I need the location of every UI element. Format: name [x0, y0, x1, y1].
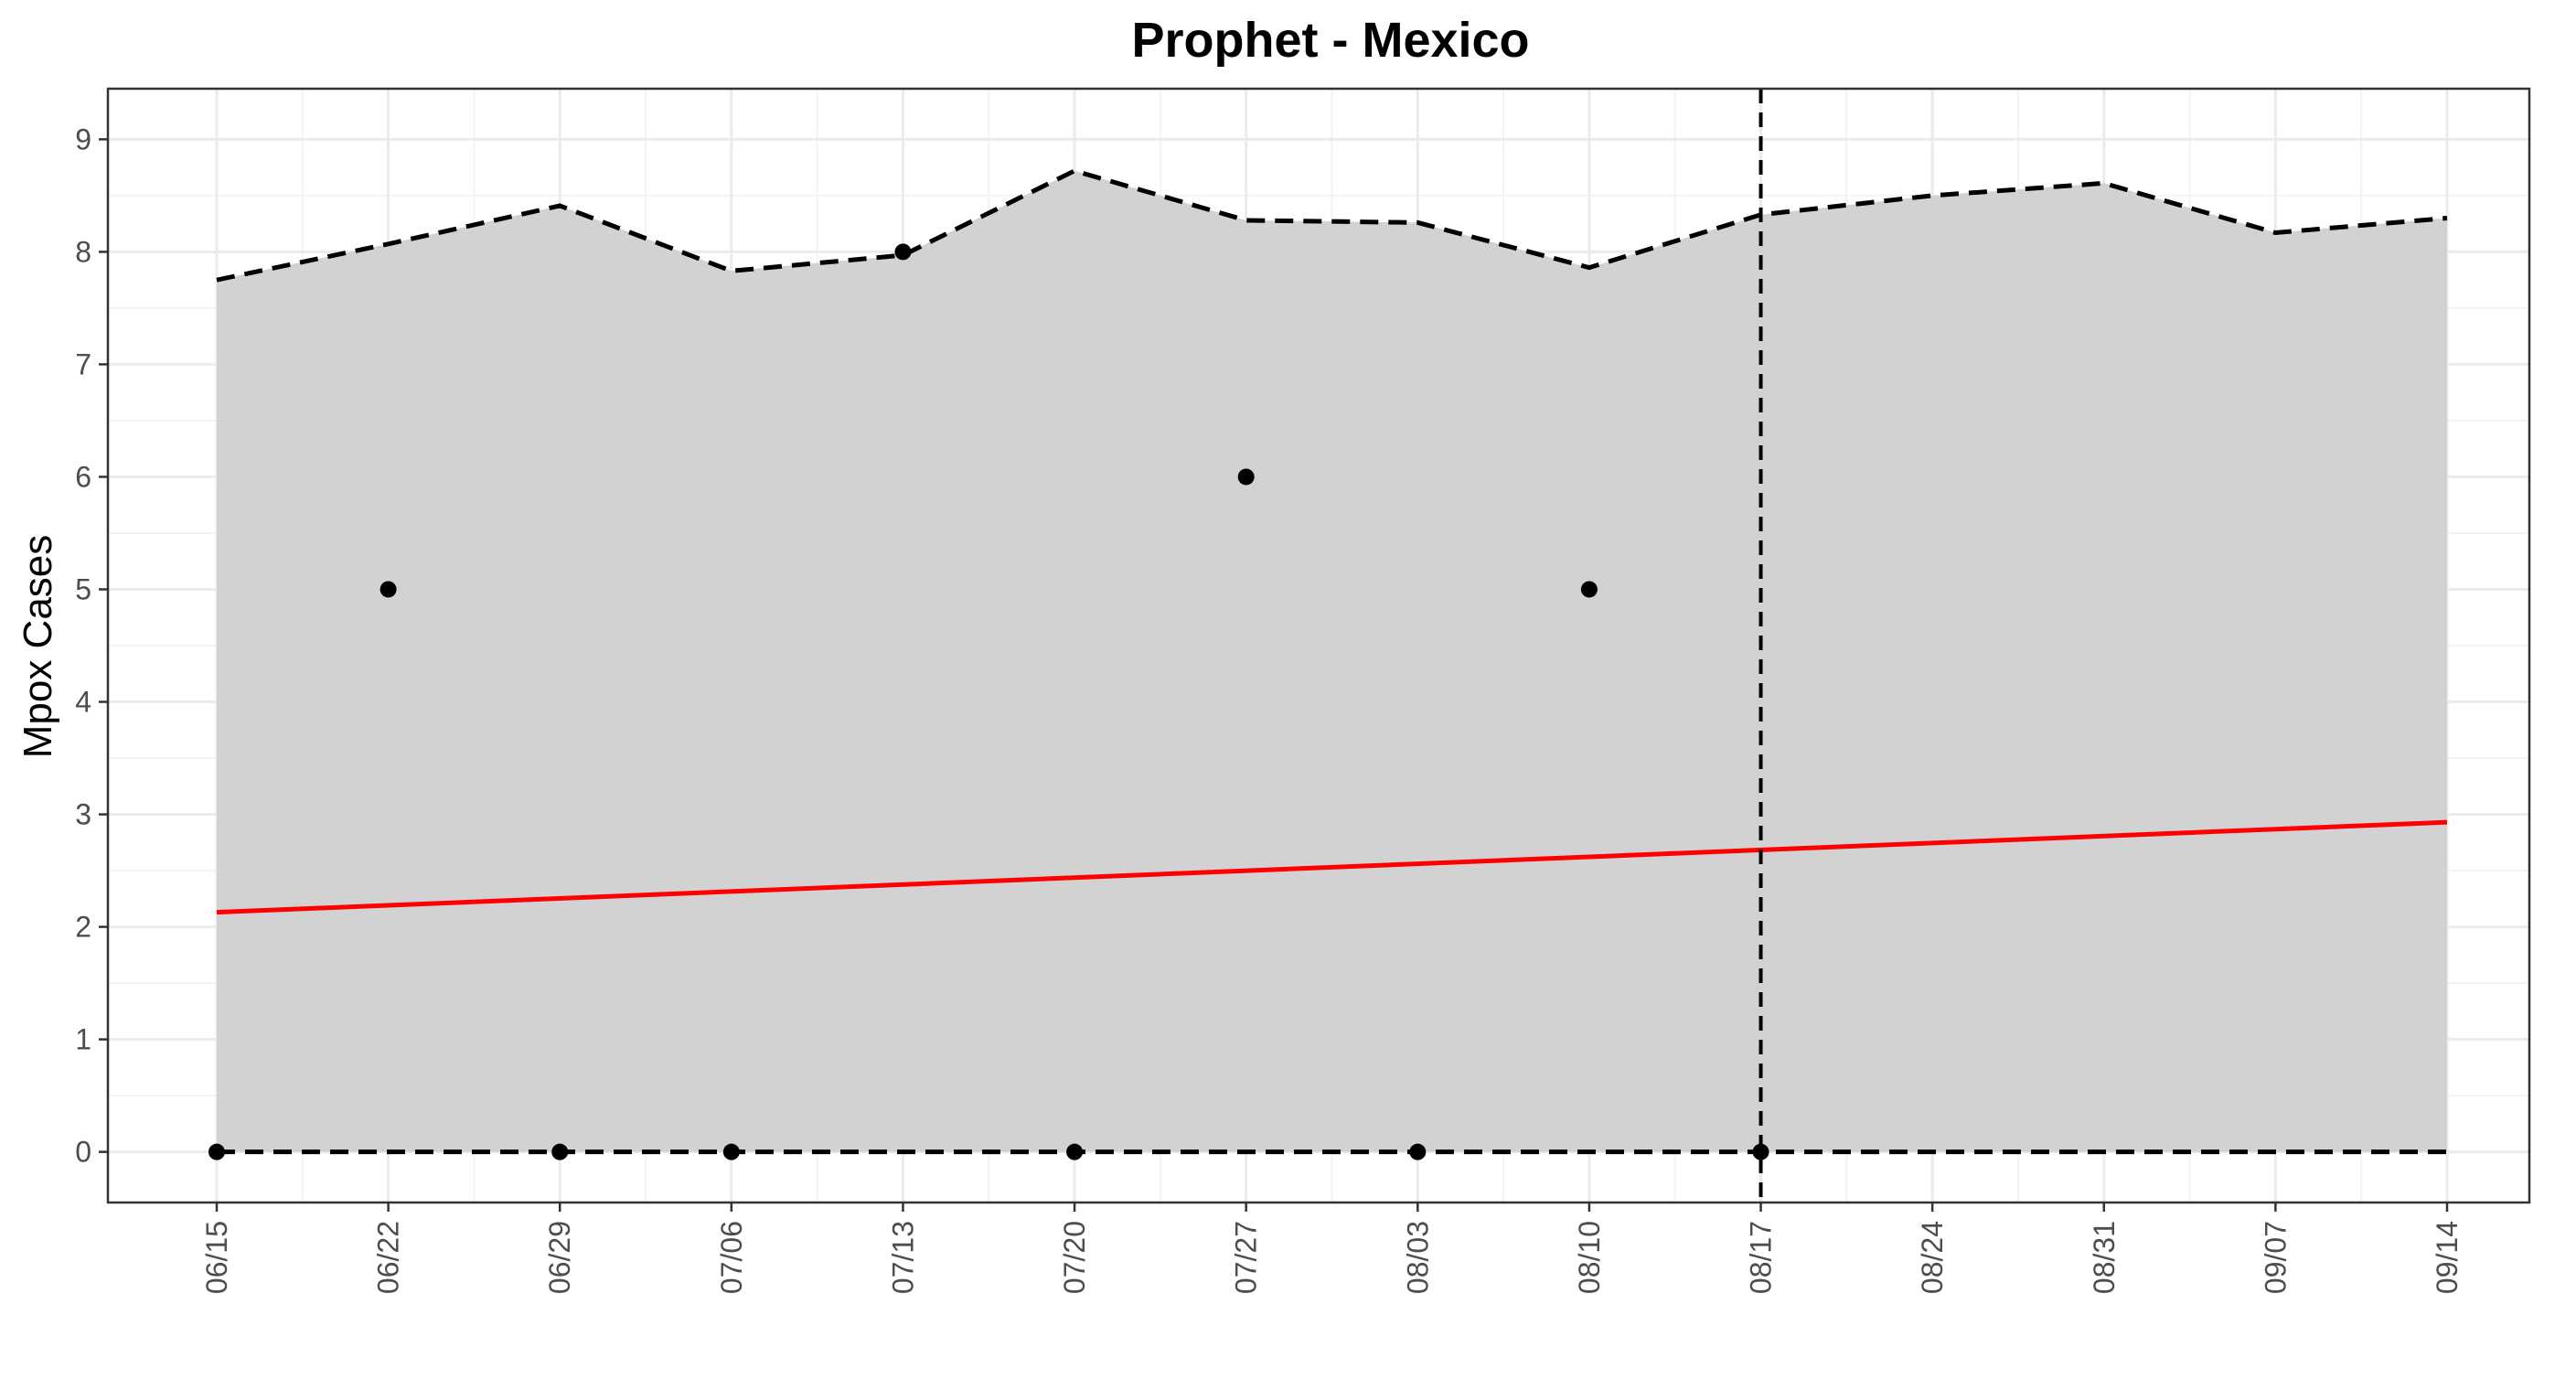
x-tick-label: 08/03	[1401, 1221, 1434, 1294]
observed-point	[1237, 468, 1255, 486]
x-tick-label: 09/07	[2259, 1221, 2292, 1294]
observed-point	[208, 1143, 225, 1160]
plot-area: 0 1 2 3 4 5 6 7 8 9 06/15 06/22 06/29 07/06 07/13 07/20…	[75, 87, 2531, 1294]
x-tick-label: 06/29	[543, 1221, 576, 1294]
panel-border	[106, 87, 2531, 1204]
y-tick-label: 4	[75, 686, 91, 719]
observed-point	[551, 1143, 569, 1160]
y-tick-label: 7	[75, 347, 91, 380]
y-tick-label: 2	[75, 911, 91, 944]
x-tick-label: 06/15	[200, 1221, 233, 1294]
observed-point	[722, 1143, 740, 1160]
y-tick-label: 6	[75, 460, 91, 493]
y-tick-label: 0	[75, 1136, 91, 1169]
observed-point	[894, 243, 912, 261]
x-tick-label: 07/20	[1058, 1221, 1091, 1294]
forecast-line	[216, 819, 2448, 915]
confidence-band	[217, 170, 2447, 1152]
x-tick-label: 08/17	[1745, 1221, 1778, 1294]
y-tick-label: 9	[75, 123, 91, 155]
x-tick-label: 07/13	[886, 1221, 919, 1294]
x-tick-label: 08/31	[2088, 1221, 2121, 1294]
upper-bound-line	[216, 168, 2448, 283]
observed-point	[1752, 1143, 1769, 1160]
y-tick-label: 1	[75, 1023, 91, 1056]
chart-title: Prophet - Mexico	[1131, 13, 1529, 68]
y-tick-label: 3	[75, 798, 91, 831]
x-tick-label: 07/27	[1230, 1221, 1263, 1294]
observed-point	[1409, 1143, 1427, 1160]
observed-point	[1066, 1143, 1084, 1160]
observed-point	[379, 581, 397, 598]
x-tick-label: 08/24	[1916, 1221, 1949, 1294]
x-tick-label: 06/22	[372, 1221, 405, 1294]
x-tick-label: 09/14	[2431, 1221, 2464, 1294]
x-tick-label: 07/06	[715, 1221, 748, 1294]
y-tick-label: 8	[75, 235, 91, 268]
x-tick-label: 08/10	[1573, 1221, 1606, 1294]
y-axis-label: Mpox Cases	[16, 535, 60, 759]
y-tick-label: 5	[75, 572, 91, 605]
observed-point	[1580, 581, 1598, 598]
